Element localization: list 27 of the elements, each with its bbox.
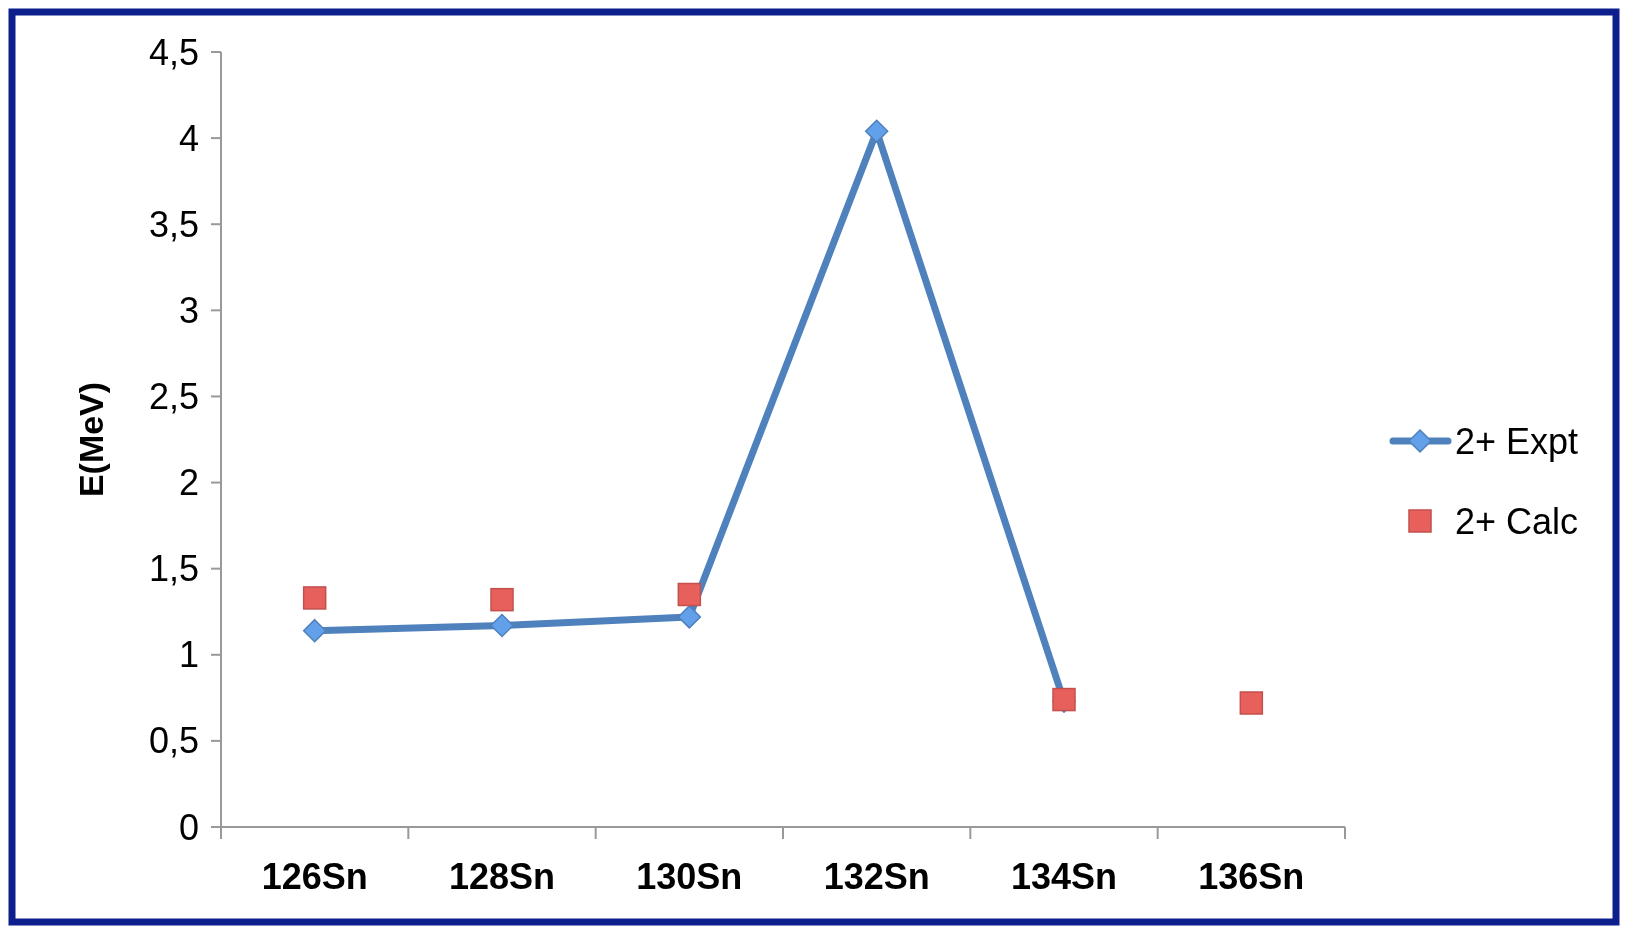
y-tick-label: 4	[178, 117, 199, 159]
x-tick-label: 130Sn	[636, 856, 743, 897]
x-tick-label: 132Sn	[823, 856, 930, 897]
x-tick-label: 128Sn	[448, 856, 556, 897]
y-tick-label: 0	[178, 806, 199, 848]
y-tick-label: 0,5	[148, 720, 199, 762]
point	[302, 586, 327, 610]
legend-label: 2+ Calc	[1455, 500, 1579, 542]
y-axis-title: E(MeV)	[72, 381, 110, 498]
point	[1239, 691, 1264, 715]
x-tick-label: 134Sn	[1010, 856, 1118, 897]
point	[677, 582, 702, 607]
x-tick-label: 126Sn	[261, 856, 368, 897]
point	[302, 618, 327, 643]
y-tick-label: 1	[178, 634, 199, 676]
point	[677, 605, 702, 629]
point	[490, 587, 514, 612]
y-tick-label: 4,5	[148, 31, 199, 73]
x-tick-label: 136Sn	[1198, 856, 1305, 897]
y-tick-label: 2,5	[148, 376, 199, 418]
point	[490, 613, 514, 638]
y-tick-label: 2	[178, 462, 199, 504]
y-tick-label: 3,5	[148, 203, 199, 245]
y-tick-label: 1,5	[148, 548, 199, 590]
point	[864, 119, 889, 143]
legend-label: 2+ Expt	[1455, 420, 1579, 462]
y-tick-label: 3	[178, 289, 199, 331]
